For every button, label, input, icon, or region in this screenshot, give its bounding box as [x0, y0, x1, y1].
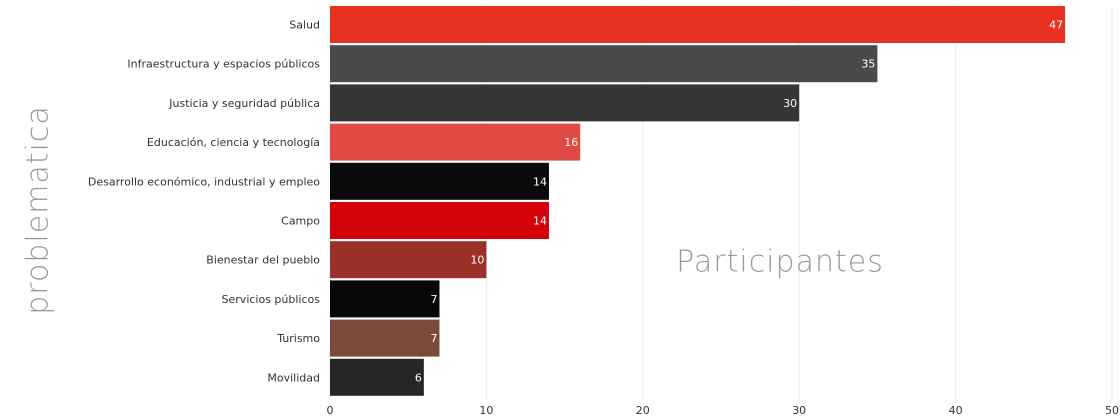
x-tick-label: 30	[792, 404, 806, 417]
bar-value-label: 30	[783, 97, 797, 110]
bar-value-label: 14	[533, 215, 547, 228]
bar-value-label: 7	[430, 332, 437, 345]
bar	[330, 241, 487, 279]
bar-value-label: 35	[861, 58, 875, 71]
bar	[330, 358, 424, 396]
bar-value-label: 10	[470, 254, 484, 267]
bar	[330, 280, 440, 318]
bar	[330, 6, 1066, 43]
category-labels: Salud Infraestructura y espacios públicos…	[88, 19, 320, 385]
category-label: Servicios públicos	[222, 293, 321, 306]
bar-value-label: 14	[533, 175, 547, 188]
category-label: Salud	[289, 19, 320, 32]
category-label: Movilidad	[267, 371, 320, 384]
bar	[330, 319, 440, 357]
x-tick-label: 50	[1105, 404, 1119, 417]
category-label: Bienestar del pueblo	[206, 254, 320, 267]
y-axis-title: problematica	[20, 105, 56, 315]
x-axis-title: Participantes	[676, 244, 884, 280]
category-label: Campo	[281, 215, 320, 228]
bar-value-label: 6	[415, 371, 422, 384]
bar	[330, 84, 800, 122]
x-tick-label: 0	[327, 404, 334, 417]
x-tick-label: 40	[949, 404, 963, 417]
bar-value-label: 16	[564, 136, 578, 149]
category-label: Turismo	[276, 332, 320, 345]
x-tick-labels: 0 10 20 30 40 50	[327, 404, 1120, 417]
x-tick-label: 20	[636, 404, 650, 417]
category-label: Justicia y seguridad pública	[168, 97, 320, 110]
category-label: Desarrollo económico, industrial y emple…	[88, 175, 320, 188]
bars: 47 35 30 16 14 14 10 7 7 6	[330, 6, 1066, 396]
x-tick-label: 10	[479, 404, 493, 417]
bar-value-label: 7	[430, 293, 437, 306]
category-label: Educación, ciencia y tecnología	[147, 136, 320, 149]
bar-value-label: 47	[1049, 19, 1063, 32]
bar	[330, 202, 549, 239]
bar	[330, 123, 581, 161]
category-label: Infraestructura y espacios públicos	[127, 58, 320, 71]
bar	[330, 45, 878, 83]
bar	[330, 162, 549, 200]
